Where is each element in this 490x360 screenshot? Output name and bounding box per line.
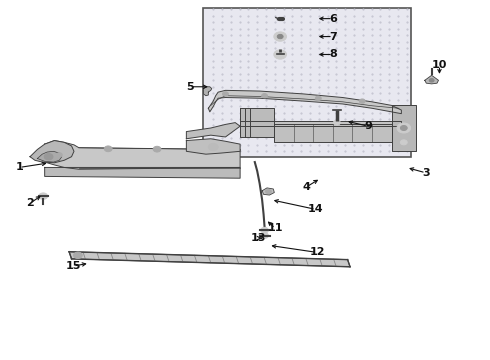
Polygon shape [240, 108, 274, 137]
Polygon shape [186, 139, 240, 154]
Text: 12: 12 [310, 247, 325, 257]
Circle shape [400, 140, 407, 145]
Circle shape [261, 233, 269, 238]
Circle shape [277, 35, 283, 39]
Text: 13: 13 [250, 233, 266, 243]
Text: 14: 14 [308, 204, 324, 215]
Bar [203, 8, 411, 157]
Circle shape [74, 252, 82, 258]
Polygon shape [203, 87, 212, 96]
Circle shape [261, 227, 269, 233]
Text: 15: 15 [65, 261, 81, 271]
Polygon shape [425, 75, 439, 84]
Circle shape [400, 126, 407, 131]
Polygon shape [208, 90, 401, 114]
Circle shape [222, 92, 228, 96]
Text: 11: 11 [268, 224, 283, 233]
Circle shape [56, 153, 62, 157]
Circle shape [208, 143, 218, 150]
Text: 4: 4 [302, 182, 310, 192]
Circle shape [202, 147, 210, 152]
Circle shape [359, 99, 365, 103]
Circle shape [274, 32, 287, 41]
Circle shape [397, 123, 411, 133]
Text: 9: 9 [364, 121, 372, 131]
Polygon shape [262, 188, 274, 195]
Text: 5: 5 [187, 82, 194, 92]
Circle shape [333, 120, 340, 125]
Polygon shape [45, 167, 240, 178]
Polygon shape [274, 125, 392, 142]
Circle shape [39, 193, 48, 199]
Circle shape [429, 78, 434, 82]
Text: 1: 1 [15, 162, 23, 172]
Text: 7: 7 [329, 32, 337, 41]
Polygon shape [69, 252, 350, 267]
Text: 6: 6 [329, 14, 337, 24]
Polygon shape [240, 121, 401, 126]
Polygon shape [45, 140, 240, 169]
Text: 8: 8 [329, 49, 337, 59]
Polygon shape [37, 151, 62, 162]
Text: 10: 10 [432, 60, 447, 70]
Circle shape [274, 50, 287, 59]
Polygon shape [30, 140, 74, 163]
Circle shape [262, 94, 268, 98]
Circle shape [316, 96, 321, 100]
Circle shape [266, 189, 271, 194]
Text: 2: 2 [26, 198, 34, 208]
Circle shape [104, 146, 112, 152]
Text: 3: 3 [422, 168, 430, 178]
Circle shape [153, 146, 161, 152]
Polygon shape [392, 105, 416, 151]
Circle shape [44, 153, 53, 160]
Polygon shape [186, 123, 240, 139]
